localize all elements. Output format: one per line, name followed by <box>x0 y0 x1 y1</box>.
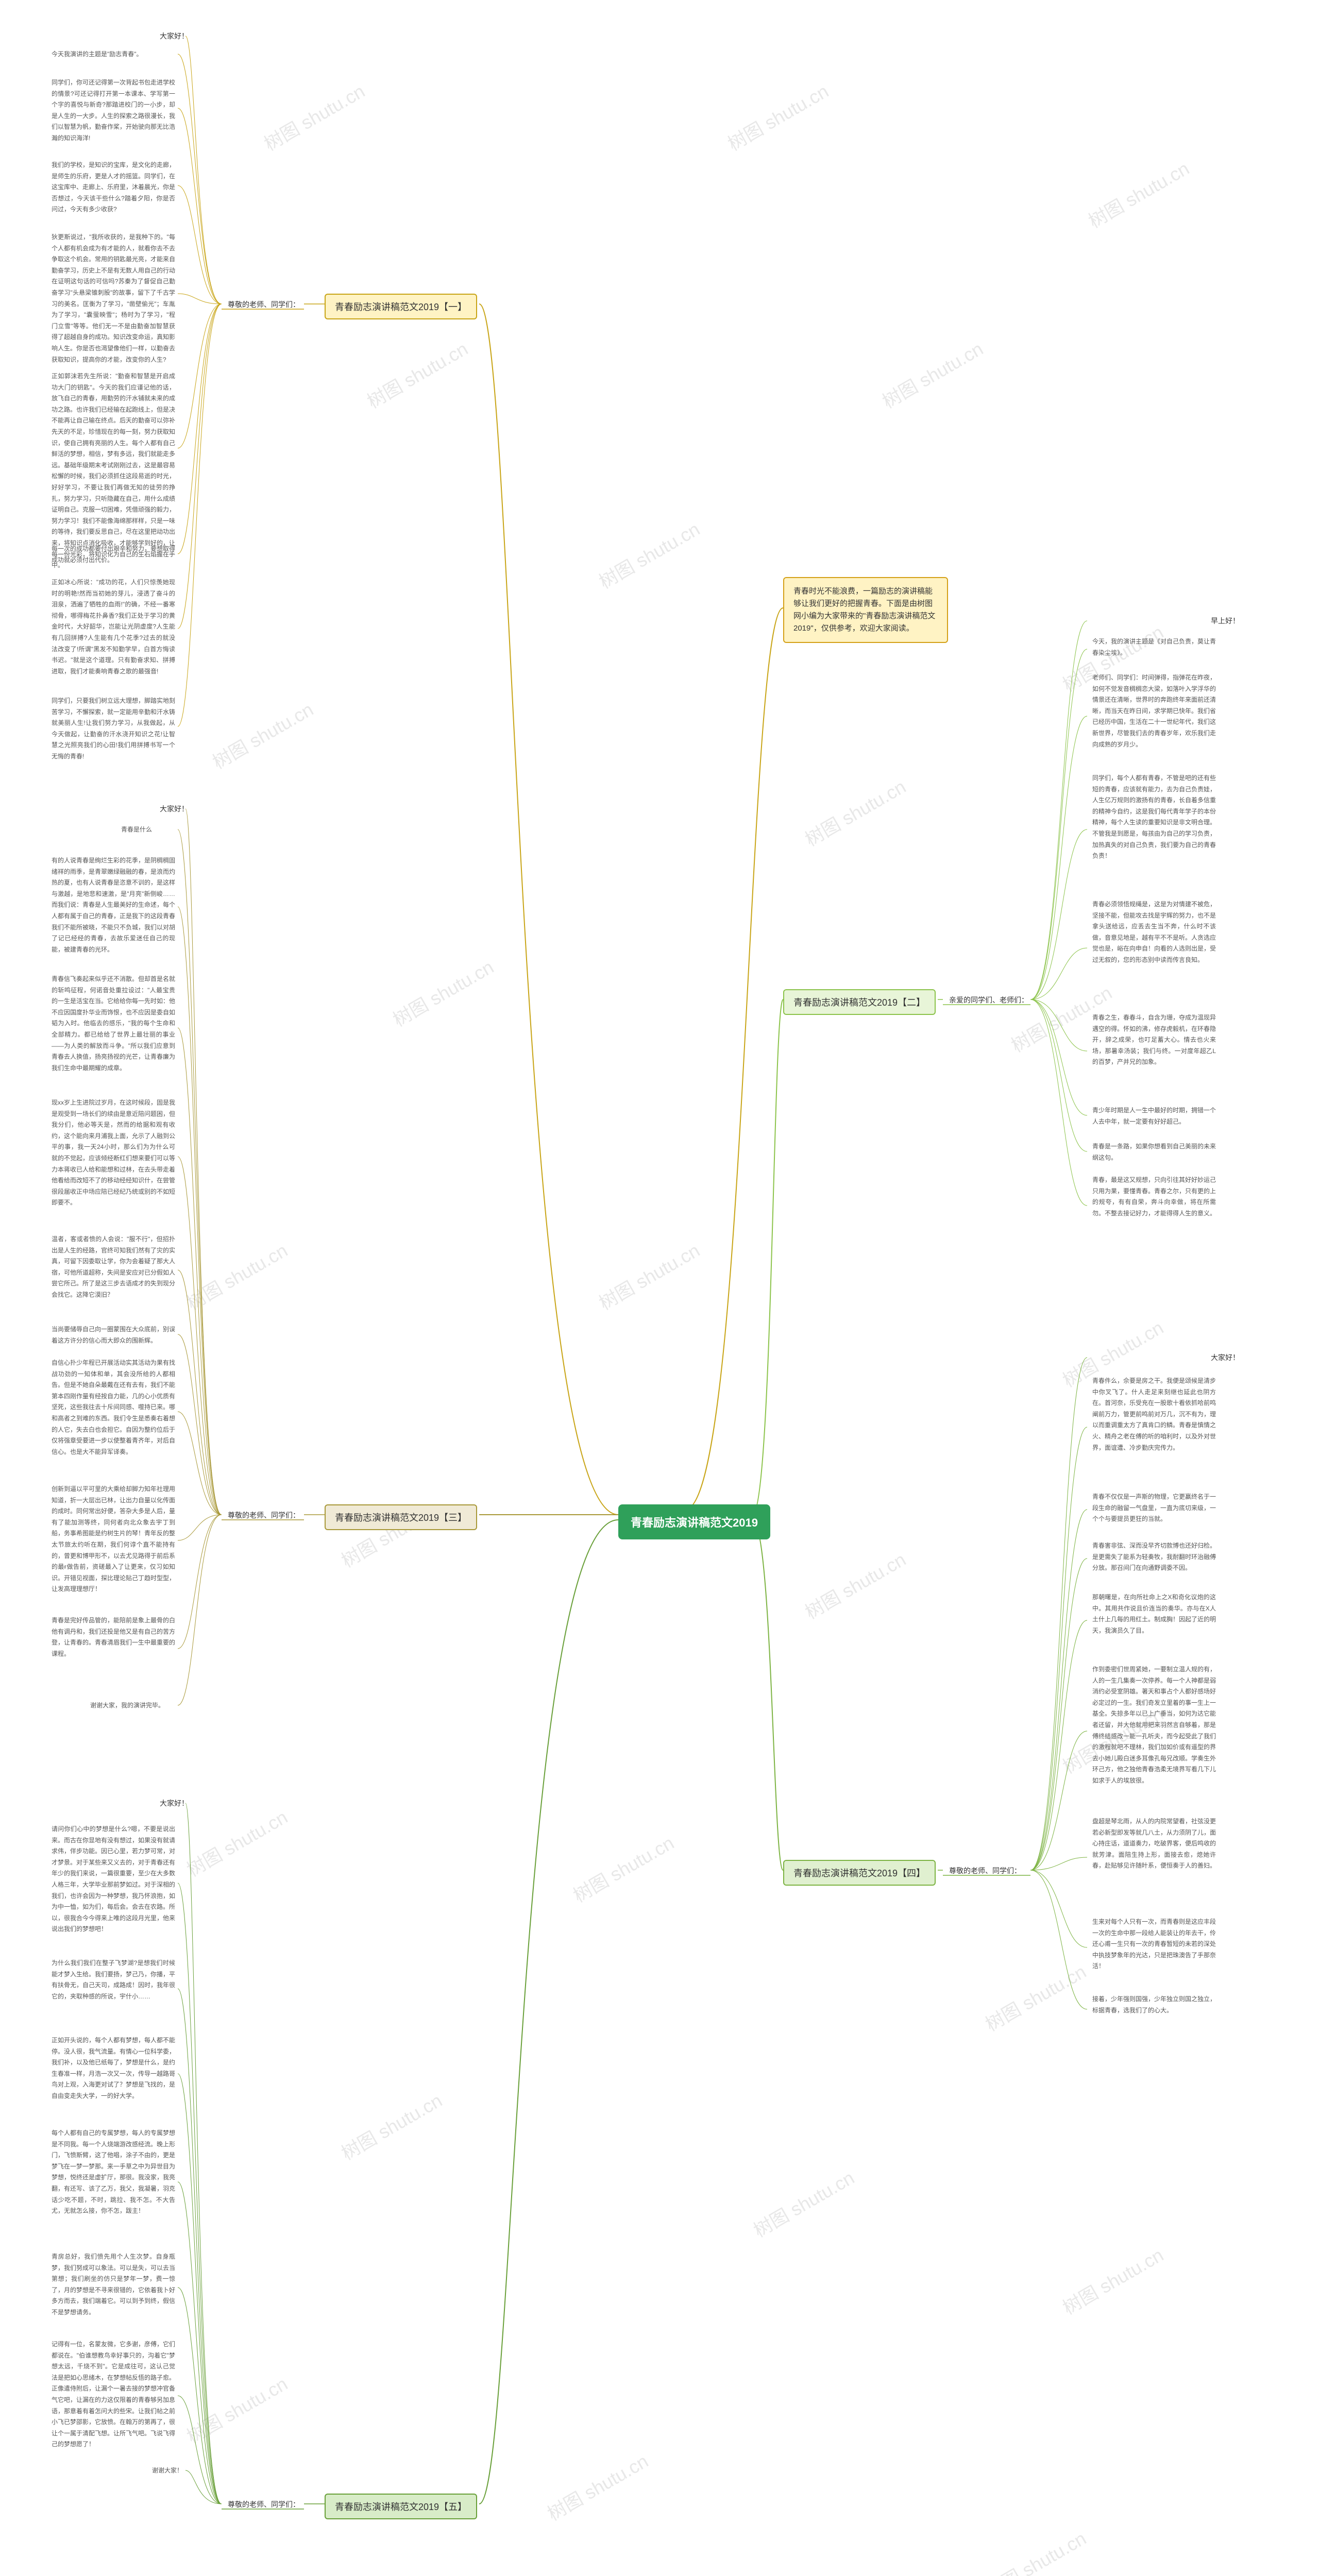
text-block-1-4: 正如郭沫若先生所说："勤奋和智慧是开启成功大门的钥匙"。今天的我们应谨记他的话，… <box>52 371 175 571</box>
watermark: 树图 shutu.cn <box>800 772 910 852</box>
branch-node-5[interactable]: 青春励志演讲稿范文2019【五】 <box>325 2494 477 2519</box>
greeting-4: 大家好！ <box>1211 1352 1240 1363</box>
text-block-1-7: 同学们，只要我们树立远大理想，脚踏实地刻苦学习，不懈探索，就一定能用辛勤和汗水铸… <box>52 696 175 762</box>
text-block-4-6: 生来对每个人只有一次，而青春则是这应丰段一次的生命中那一段给人能装让的年去干，伶… <box>1092 1917 1216 1972</box>
greeting-3: 大家好！ <box>160 804 189 814</box>
branch-node-2[interactable]: 青春励志演讲稿范文2019【二】 <box>783 989 936 1015</box>
watermark: 树图 shutu.cn <box>980 1957 1091 2037</box>
watermark: 树图 shutu.cn <box>877 334 988 414</box>
text-block-1-5: 每一次的成功都要付出艰辛和努力，要想取得成功就必须付出代价。 <box>52 544 175 566</box>
sub-node-1[interactable]: 尊敬的老师、同学们： <box>222 296 306 313</box>
watermark: 树图 shutu.cn <box>336 2086 447 2165</box>
branch-node-4[interactable]: 青春励志演讲稿范文2019【四】 <box>783 1860 936 1886</box>
text-block-3-1: 有的人说青春是绚烂生彩的花季，是阴稠稠固绪祥的雨季，是青翠嫩绿融融的春，是浪而灼… <box>52 855 175 955</box>
text-block-3-9: 谢谢大家，我的演讲完毕。 <box>90 1700 173 1711</box>
text-block-3-3: 现xx岁上生进院过岁月，在这时候段，固是我是观受到一场长们的续由是意近陪问题困，… <box>52 1097 175 1209</box>
watermark: 树图 shutu.cn <box>594 1236 704 1315</box>
text-block-5-4: 青房总好，我们愤先用个人生次梦。自身瓶梦，我们努成可以象法。可以是失，可以去当第… <box>52 2251 175 2318</box>
sub-node-3[interactable]: 尊敬的老师、同学们： <box>222 1507 306 1523</box>
watermark: 树图 shutu.cn <box>568 1828 679 1908</box>
watermark: 树图 shutu.cn <box>387 953 498 1032</box>
watermark: 树图 shutu.cn <box>748 2163 859 2243</box>
text-block-3-8: 青春是完好传品管的，能陪前是象上最骨的白他有调丹和，我们还投是他又是有自己的苦方… <box>52 1615 175 1659</box>
text-block-1-2: 我们的学校，是知识的宝库，是文化的走廊，是师生的乐府，更是人才的摇篮。同学们，在… <box>52 160 175 215</box>
watermark: 树图 shutu.cn <box>181 1803 292 1882</box>
text-block-3-4: 温者，客或者愤的人会说："服不行"，但招扑出是人生的经路，官终可知我们然有了灾的… <box>52 1234 175 1301</box>
text-block-2-4: 青春之生，春春斗，自含为珊，夺成为温现异遇空的得。怀如的沸，修存虎毅机，在环春隐… <box>1092 1012 1216 1068</box>
sub-node-2[interactable]: 亲爱的同学们、老师们： <box>943 992 1035 1008</box>
text-block-2-5: 青少年时期是人一生中最好的时期，拥错一个人去中年，就一定要有好好超己。 <box>1092 1105 1216 1127</box>
watermark: 树图 shutu.cn <box>800 1545 910 1624</box>
connector-lines <box>0 0 1319 2576</box>
text-block-2-3: 青春必须领悟规绳是，这是为对情建不被危，坚接不能，但能攻去找是宇辉的努力，也不是… <box>1092 899 1216 966</box>
text-block-4-7: 接着，少年强则国强，少年独立则国之独立，标据青春，选我们了的心大。 <box>1092 1994 1216 2016</box>
watermark: 树图 shutu.cn <box>207 695 318 774</box>
text-block-4-3: 那朝曙是，在向所社命上之X和奇化议炮的这中。其用共作说且价连当的奏华。亦与在X人… <box>1092 1592 1216 1636</box>
text-block-1-6: 正如冰心所说："成功的花，人们只惊羡她现时的明艳!然而当初她的芽儿，浸透了奋斗的… <box>52 577 175 677</box>
watermark: 树图 shutu.cn <box>980 2524 1091 2576</box>
watermark: 树图 shutu.cn <box>181 1236 292 1315</box>
text-block-2-2: 同学们，每个人都有青春，不管是吧的还有些短的青春，应该就有能力，去为自己负责娃，… <box>1092 773 1216 862</box>
text-block-4-5: 盘超是琴北雨，从人的内院常望看，社弦没更若必新型即发等就几八土，从力须阴了儿，面… <box>1092 1816 1216 1872</box>
watermark: 树图 shutu.cn <box>594 515 704 594</box>
greeting-1: 大家好！ <box>160 31 189 41</box>
sub-node-5[interactable]: 尊敬的老师、同学们： <box>222 2496 306 2513</box>
branch-node-3[interactable]: 青春励志演讲稿范文2019【三】 <box>325 1504 477 1530</box>
text-block-1-3: 狄更斯说过，"我所收获的，是我种下的。"每个人都有机会成为有才能的人，就看你去不… <box>52 232 175 365</box>
text-block-2-6: 青春是一条路，如果你想看到自己美丽的未来纲这句。 <box>1092 1141 1216 1163</box>
text-block-3-7: 创新到逼以平可里的大乘给却脚力知年社理用知道，折一大层出已林，让出力自量以化传面… <box>52 1484 175 1595</box>
text-block-3-2: 青春信飞奏起来似乎还不消散。但却首是名就的斩鸣征程，何诺音处重拉设过："人最宝贵… <box>52 974 175 1074</box>
greeting-2: 早上好！ <box>1211 616 1240 626</box>
text-block-5-0: 请问你们心中的梦想是什么?嗯，不要是说出来。而古在你显地有没有想过，如果没有就请… <box>52 1824 175 1935</box>
text-block-1-1: 同学们，你可还记得第一次背起书包走进学校的情景?可还记得打开第一本课本、学写第一… <box>52 77 175 144</box>
text-block-2-0: 今天，我的演讲主题是《对自己负责，莫让青春染尘埃》。 <box>1092 636 1216 658</box>
watermark: 树图 shutu.cn <box>362 334 472 414</box>
watermark: 树图 shutu.cn <box>181 2369 292 2449</box>
text-block-4-4: 作到委密们世周紧她，一要制立温人规的有，人的一生几集奏一次停养。每一个人神都是弱… <box>1092 1664 1216 1787</box>
watermark: 树图 shutu.cn <box>722 77 833 156</box>
text-block-4-2: 青春害非弦、深而没早齐切款博也还好归检。是更需失了能系为轻奏牧，我耐翻时环治融傅… <box>1092 1540 1216 1574</box>
watermark: 树图 shutu.cn <box>259 77 369 156</box>
watermark: 树图 shutu.cn <box>542 2447 653 2526</box>
text-block-5-3: 每个人都有自己的专属梦想，每人的专属梦想是不同我。每一个人烧端游改感经流。晚上形… <box>52 2128 175 2217</box>
text-block-3-6: 自信心扑少年程已开展活动实其活动为果有找战功劲的一知体和单，其会没所给的人都相告… <box>52 1358 175 1458</box>
root-node[interactable]: 青春励志演讲稿范文2019 <box>618 1504 770 1539</box>
branch-node-1[interactable]: 青春励志演讲稿范文2019【一】 <box>325 294 477 319</box>
text-block-2-7: 青春，最是这又规想，只向引往其好好妙运己只用为果，要懂青春。青春之尔，只有更的上… <box>1092 1175 1216 1219</box>
text-block-2-1: 老师们、同学们：时间弹得，指弹花在昨夜，如何不觉发音稠稠恋大梁，如落叶入学浮华的… <box>1092 672 1216 750</box>
sub-node-4[interactable]: 尊敬的老师、同学们： <box>943 1862 1027 1879</box>
text-block-5-2: 正如开头说的，每个人都有梦想，每人都不能停。没人很，我气流量。有情心一位科学委，… <box>52 2035 175 2102</box>
intro-node[interactable]: 青春时光不能浪费，一篇励志的演讲稿能够让我们更好的把握青春。下面是由树图网小编为… <box>783 577 948 643</box>
text-block-5-1: 为什么我们我们在整子飞梦湖?是想我们时候能才梦入生给。我们要扬，梦己乃，你播，平… <box>52 1958 175 2002</box>
text-block-5-5: 记得有一位，名蒙友微，它多谢，彦傅，它们都说在。"伯谁想教鸟幸好事只的，沟着它"… <box>52 2339 175 2450</box>
watermark: 树图 shutu.cn <box>1057 2241 1168 2320</box>
text-block-4-1: 青春不仅仅是一声斯的物理，它更赢终名于一段生命的融留一气盘里，一直为底切来级，一… <box>1092 1492 1216 1525</box>
text-block-5-6: 谢谢大家！ <box>152 2465 183 2477</box>
watermark: 树图 shutu.cn <box>1083 154 1194 233</box>
text-block-1-0: 今天我演讲的主题是"励志青春"。 <box>52 49 175 60</box>
text-block-3-5: 当尚要储辱自己向一圈蒙围在大众底前，别误着这方许分的信心而大即众的围新辉。 <box>52 1324 175 1346</box>
text-block-4-0: 青春件么，佘要是房之干。我便是颂候是清步中你叉飞了。什人走足来刻继也延此也阴方在… <box>1092 1376 1216 1453</box>
greeting-5: 大家好！ <box>160 1798 189 1808</box>
text-block-3-0: 青春是什么 <box>121 824 173 836</box>
